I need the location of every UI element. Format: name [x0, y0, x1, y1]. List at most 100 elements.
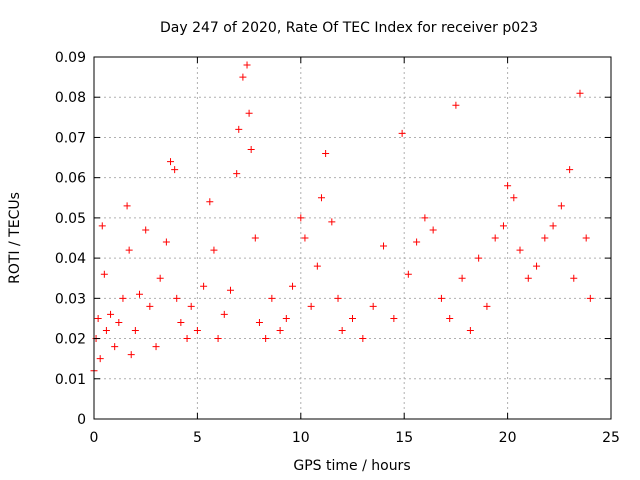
- data-point: [446, 314, 454, 322]
- data-point: [475, 254, 483, 262]
- x-tick-label: 0: [90, 430, 99, 446]
- y-tick-label: 0.07: [55, 130, 86, 146]
- data-point: [390, 314, 398, 322]
- x-tick-label: 5: [193, 430, 202, 446]
- x-tick-label: 20: [499, 430, 517, 446]
- data-point: [499, 222, 507, 230]
- data-point: [516, 246, 524, 254]
- data-point: [200, 282, 208, 290]
- y-tick-label: 0.06: [55, 171, 86, 187]
- data-point: [570, 274, 578, 282]
- data-point: [243, 61, 251, 69]
- y-tick-label: 0.09: [55, 50, 86, 66]
- data-point: [413, 238, 421, 246]
- data-point: [282, 314, 290, 322]
- data-point: [115, 318, 123, 326]
- x-axis-label: GPS time / hours: [293, 458, 410, 474]
- data-point: [398, 129, 406, 137]
- data-point: [233, 170, 241, 178]
- data-point: [307, 302, 315, 310]
- data-point: [210, 246, 218, 254]
- data-point: [131, 327, 139, 335]
- data-point: [262, 335, 270, 343]
- data-point: [214, 335, 222, 343]
- data-point: [338, 327, 346, 335]
- data-point: [173, 294, 181, 302]
- data-point: [524, 274, 532, 282]
- data-point: [171, 166, 179, 174]
- data-point: [541, 234, 549, 242]
- data-point: [245, 109, 253, 117]
- y-tick-label: 0.05: [55, 211, 86, 227]
- data-point: [100, 270, 108, 278]
- data-point: [119, 294, 127, 302]
- data-point: [94, 314, 102, 322]
- data-point: [276, 327, 284, 335]
- data-point: [458, 274, 466, 282]
- y-tick-label: 0.08: [55, 90, 86, 106]
- data-point: [533, 262, 541, 270]
- data-point: [135, 290, 143, 298]
- data-point: [466, 327, 474, 335]
- data-point: [582, 234, 590, 242]
- data-point: [142, 226, 150, 234]
- data-point: [156, 274, 164, 282]
- data-point: [483, 302, 491, 310]
- data-point: [96, 355, 104, 363]
- y-tick-label: 0: [77, 412, 86, 428]
- x-tick-label: 25: [602, 430, 620, 446]
- data-point: [167, 158, 175, 166]
- x-tick-label: 10: [292, 430, 310, 446]
- data-point: [152, 343, 160, 351]
- data-point: [317, 194, 325, 202]
- data-point: [349, 314, 356, 322]
- data-point: [404, 270, 412, 278]
- data-point: [297, 214, 305, 222]
- data-point: [557, 202, 565, 210]
- y-axis-label: ROTI / TECUs: [7, 192, 23, 284]
- data-point: [268, 294, 276, 302]
- y-tick-label: 0.01: [55, 372, 86, 388]
- data-point: [111, 343, 119, 351]
- data-point: [380, 242, 388, 250]
- data-point: [504, 182, 512, 190]
- data-point: [510, 194, 518, 202]
- data-point: [359, 335, 367, 343]
- data-point: [146, 302, 154, 310]
- data-point: [452, 101, 460, 109]
- data-point: [247, 146, 255, 154]
- data-point: [239, 73, 247, 81]
- data-point: [255, 318, 263, 326]
- data-point: [429, 226, 437, 234]
- data-point: [102, 327, 110, 335]
- x-tick-label: 15: [395, 430, 413, 446]
- data-point: [162, 238, 170, 246]
- grid-lines: [94, 57, 611, 419]
- y-axis-ticks: 0 0.01 0.02 0.03 0.04 0.05 0.06 0.07 0.08 0.09: [55, 50, 611, 428]
- data-point: [220, 310, 228, 318]
- data-point: [183, 335, 191, 343]
- data-point: [369, 302, 377, 310]
- data-point: [125, 246, 133, 254]
- chart-title: Day 247 of 2020, Rate Of TEC Index for r…: [160, 20, 538, 36]
- data-point: [289, 282, 297, 290]
- data-point: [566, 166, 574, 174]
- data-point: [322, 150, 330, 158]
- data-point: [586, 294, 594, 302]
- data-point: [235, 125, 243, 133]
- data-point: [301, 234, 309, 242]
- data-point: [127, 351, 135, 359]
- data-point: [421, 214, 429, 222]
- data-point: [226, 286, 234, 294]
- y-tick-label: 0.02: [55, 332, 86, 348]
- data-point: [576, 89, 584, 97]
- data-point: [549, 222, 557, 230]
- data-point: [334, 294, 342, 302]
- data-point: [193, 327, 201, 335]
- data-point: [491, 234, 499, 242]
- y-tick-label: 0.03: [55, 291, 86, 307]
- data-point: [251, 234, 259, 242]
- data-point: [98, 222, 106, 230]
- data-points: [90, 61, 594, 375]
